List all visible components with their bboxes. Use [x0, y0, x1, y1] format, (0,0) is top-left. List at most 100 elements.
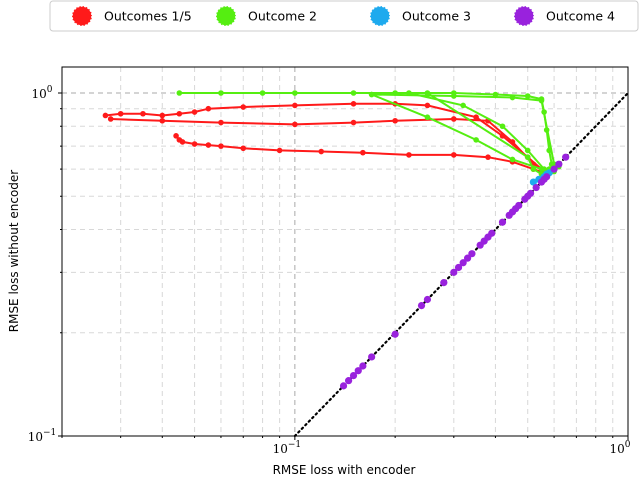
- data-point: [292, 121, 298, 128]
- data-point: [417, 301, 426, 310]
- series-group: [102, 90, 570, 390]
- data-point: [524, 147, 531, 154]
- data-point: [292, 90, 298, 96]
- data-point: [450, 268, 458, 276]
- data-point: [218, 119, 224, 126]
- data-point: [350, 90, 357, 96]
- data-point: [345, 377, 353, 385]
- data-point: [532, 183, 540, 192]
- data-point: [205, 105, 212, 112]
- data-point: [368, 91, 375, 98]
- data-point: [562, 153, 570, 161]
- data-point: [140, 110, 146, 117]
- data-point: [451, 93, 457, 99]
- data-point: [509, 139, 516, 145]
- data-point: [240, 104, 247, 110]
- legend-marker: [513, 5, 535, 27]
- data-point: [159, 112, 166, 119]
- data-point: [350, 101, 357, 107]
- data-point: [423, 295, 432, 304]
- data-point: [492, 91, 499, 98]
- data-point: [292, 102, 298, 109]
- data-point: [359, 362, 367, 370]
- data-point: [555, 160, 563, 168]
- legend-label: Outcome 4: [546, 9, 615, 24]
- data-point: [276, 147, 283, 154]
- series-line: [175, 135, 548, 176]
- data-point: [451, 152, 457, 158]
- legend-box: [49, 0, 639, 32]
- data-point: [406, 152, 412, 158]
- data-point: [526, 189, 535, 197]
- data-point: [488, 229, 496, 237]
- data-point: [499, 123, 506, 130]
- data-point: [176, 90, 183, 96]
- data-point: [451, 116, 457, 122]
- series-4: [339, 153, 570, 390]
- x-tick-label: 10−1: [273, 440, 302, 456]
- legend: Outcomes 1/5 Outcome 2 Outcome 3 Outcome 4: [49, 0, 639, 32]
- data-point: [406, 90, 412, 96]
- legend-marker: [369, 5, 391, 27]
- data-point: [318, 148, 325, 155]
- data-point: [205, 142, 212, 148]
- y-tick-label: 10−1: [28, 428, 57, 444]
- data-point: [349, 372, 358, 380]
- data-point: [509, 94, 516, 101]
- series-1: [102, 101, 550, 177]
- data-point: [360, 149, 366, 156]
- legend-label: Outcomes 1/5: [104, 9, 192, 24]
- data-point: [473, 137, 479, 143]
- data-point: [485, 154, 491, 160]
- data-point: [550, 165, 558, 173]
- data-point: [524, 154, 531, 160]
- data-point: [454, 263, 463, 272]
- data-point: [107, 116, 114, 122]
- data-point: [102, 112, 109, 119]
- data-point: [473, 114, 479, 121]
- series-line: [408, 92, 555, 173]
- grid-lines: [61, 67, 629, 437]
- data-point: [515, 201, 523, 210]
- data-point: [424, 102, 431, 109]
- data-point: [117, 110, 124, 117]
- data-point: [392, 117, 398, 124]
- data-point: [551, 161, 557, 168]
- data-point: [259, 90, 266, 96]
- data-point: [463, 254, 472, 262]
- data-point: [524, 93, 531, 99]
- x-tick-label: 100: [609, 440, 630, 456]
- data-point: [339, 382, 348, 390]
- plot-frame: [61, 66, 629, 437]
- data-point: [350, 119, 357, 126]
- data-point: [391, 330, 399, 338]
- data-point: [159, 117, 166, 124]
- data-point: [354, 367, 362, 375]
- data-point: [191, 109, 198, 115]
- y-tick-label: 100: [31, 85, 52, 101]
- x-axis-label: RMSE loss with encoder: [273, 463, 416, 477]
- data-point: [530, 166, 537, 172]
- data-point: [440, 279, 448, 287]
- data-point: [173, 133, 179, 139]
- data-point: [529, 178, 537, 186]
- legend-marker: [215, 5, 237, 27]
- data-point: [218, 90, 224, 96]
- data-point: [191, 141, 198, 147]
- data-point: [424, 114, 431, 121]
- data-point: [240, 145, 247, 152]
- y-axis-label: RMSE loss without encoder: [7, 170, 21, 333]
- data-point: [218, 143, 224, 149]
- data-point: [424, 90, 431, 96]
- legend-marker: [71, 5, 93, 27]
- data-point: [460, 102, 466, 109]
- data-point: [179, 139, 186, 145]
- data-point: [459, 259, 467, 267]
- data-point: [368, 353, 376, 361]
- data-point: [498, 218, 507, 226]
- legend-label: Outcome 3: [402, 9, 471, 24]
- axis-ticks: 10−1 100 10−1 100: [28, 85, 631, 456]
- data-point: [543, 173, 551, 181]
- series-line: [371, 93, 542, 171]
